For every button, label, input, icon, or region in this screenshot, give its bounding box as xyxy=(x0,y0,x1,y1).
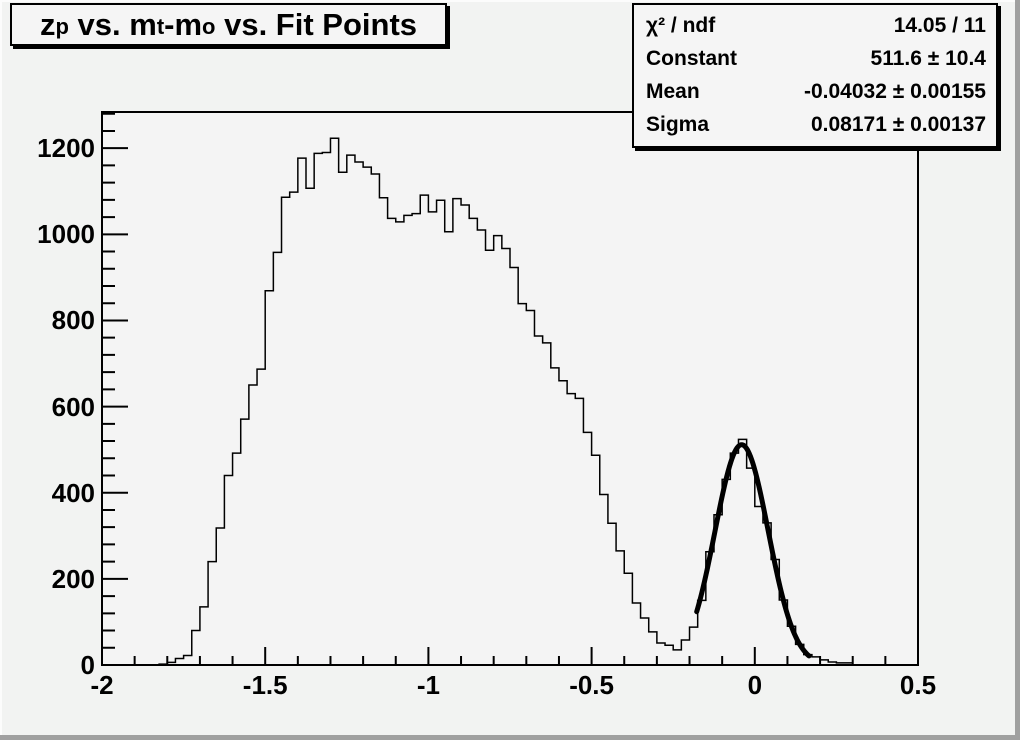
axis-minor-ticks xyxy=(102,112,887,665)
y-tick-label: 0 xyxy=(80,650,95,680)
y-tick-label: 800 xyxy=(51,305,95,336)
title-subscript: o xyxy=(202,13,216,39)
x-tick-label: 0.5 xyxy=(899,670,937,700)
stats-value-mean: -0.04032 ± 0.00155 xyxy=(803,80,986,104)
y-tick-label: 600 xyxy=(51,391,95,422)
gaussian-fit-curve xyxy=(694,442,812,659)
x-tick-label: 0 xyxy=(747,670,763,700)
title-text: vs. m xyxy=(68,6,157,42)
y-tick-label: 400 xyxy=(51,477,95,508)
title-text: vs. Fit Points xyxy=(215,6,418,42)
stats-label-chi2: χ² / ndf xyxy=(646,13,716,37)
stats-label-sigma: Sigma xyxy=(646,113,710,137)
y-tick-label: 1000 xyxy=(37,219,95,250)
x-tick-label: -0.5 xyxy=(569,670,614,700)
stats-label-mean: Mean xyxy=(646,80,700,104)
histogram-line xyxy=(102,137,918,666)
stats-value-chi2: 14.05 / 11 xyxy=(893,13,986,37)
stats-row: Sigma 0.08171 ± 0.00137 xyxy=(646,113,986,137)
y-tick-label: 200 xyxy=(51,563,95,594)
stats-row: χ² / ndf 14.05 / 11 xyxy=(646,14,986,38)
title-text: -m xyxy=(164,6,203,42)
y-tick-label: 1200 xyxy=(37,133,95,164)
stats-row: Constant 511.6 ± 10.4 xyxy=(646,47,986,71)
title-subscript: t xyxy=(156,13,165,39)
title-text: z xyxy=(39,6,56,42)
stats-box: χ² / ndf 14.05 / 11 Constant 511.6 ± 10.… xyxy=(632,3,998,148)
x-tick-label: -2 xyxy=(90,670,114,700)
stats-row: Mean -0.04032 ± 0.00155 xyxy=(646,80,986,104)
axis-major-ticks xyxy=(101,147,919,666)
x-tick-label: -1.5 xyxy=(242,670,288,700)
title-subscript: p xyxy=(55,13,69,39)
stats-value-sigma: 0.08171 ± 0.00137 xyxy=(810,113,986,137)
stats-value-constant: 511.6 ± 10.4 xyxy=(870,46,986,70)
stats-label-constant: Constant xyxy=(646,46,737,70)
plot-frame xyxy=(101,111,919,666)
x-tick-label: -1 xyxy=(416,670,440,700)
